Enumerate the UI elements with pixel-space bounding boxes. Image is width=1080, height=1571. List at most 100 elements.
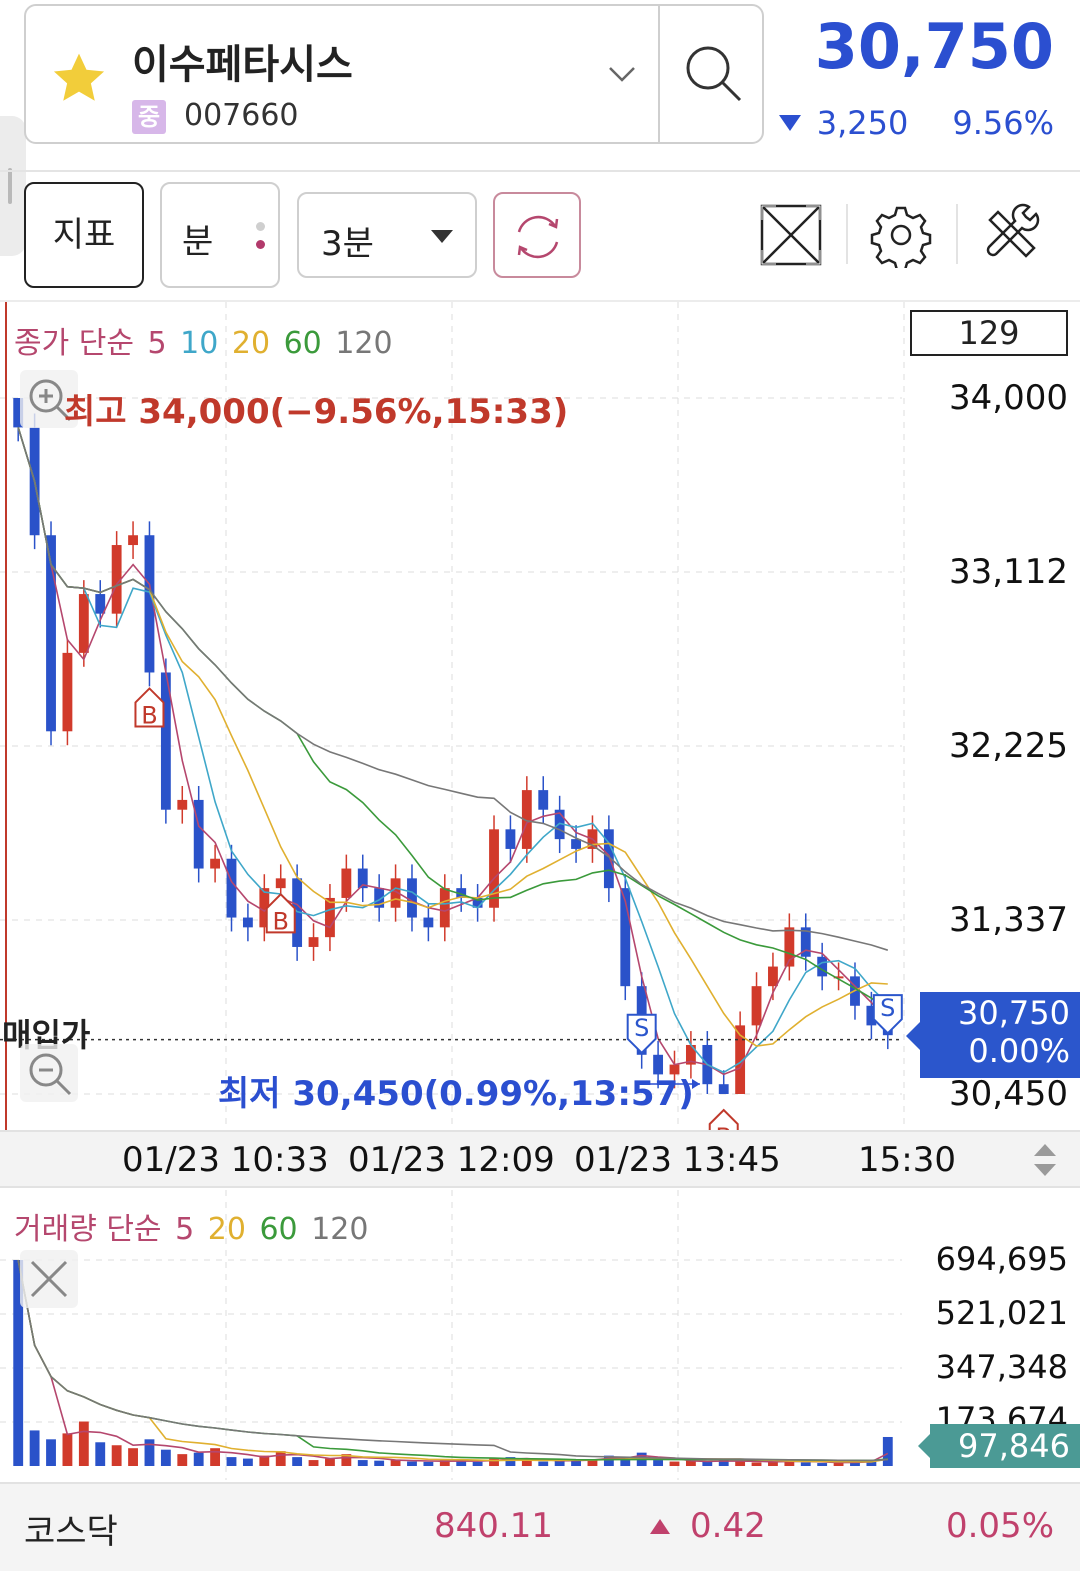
candle-body [177,799,188,810]
x-tick-label: 01/23 13:45 [574,1140,781,1180]
favorite-star-icon[interactable] [48,48,110,110]
signal-label: B [272,907,288,935]
search-button[interactable] [658,6,764,142]
volume-bar [800,1462,811,1466]
volume-bar [521,1460,532,1466]
legend-ma5: 5 [175,1212,195,1247]
legend-ma20: 20 [207,1212,246,1247]
candle-body [439,888,450,928]
divider [0,300,1080,302]
index-ticker[interactable]: 코스닥 840.11 0.42 0.05% [0,1482,1080,1571]
candle-body [718,1084,729,1094]
candle-body [800,927,811,957]
side-drawer-handle[interactable] [0,116,26,256]
change-amount: 3,250 [816,104,909,142]
period-select[interactable]: 3분 [297,192,477,278]
stock-code: 007660 [184,98,299,133]
dot-icon [256,240,265,249]
buy-signal-marker: B [134,687,165,729]
volume-bar [226,1457,237,1466]
volume-bar [128,1448,138,1466]
y-tick-label: 34,000 [949,378,1068,418]
candle-body [341,868,352,898]
close-indicator-button[interactable] [20,1250,78,1308]
volume-ma-line [17,1259,888,1463]
volume-bar [95,1442,106,1466]
candle-body [13,398,24,428]
x-axis[interactable]: 01/23 10:33 01/23 12:09 01/23 13:45 15:3… [0,1130,1080,1188]
volume-bar [144,1439,155,1466]
price-change: 3,250 9.56% [778,104,1054,142]
chevron-down-icon[interactable] [604,56,640,92]
volume-bar [407,1461,417,1466]
stock-selector[interactable]: 이수페타시스 중 007660 [24,4,764,144]
price-indicator-legend[interactable]: 종가 단순 5 10 20 60 120 [14,318,397,362]
volume-bar [29,1430,40,1466]
gear-icon[interactable] [868,202,934,268]
zoom-in-button[interactable] [20,370,78,428]
candle-body [735,1025,746,1094]
volume-indicator-legend[interactable]: 거래량 단순 5 20 60 120 [14,1204,372,1248]
volume-bar [390,1459,401,1466]
sell-signal-marker: S [626,1014,657,1055]
volume-tick-label: 521,021 [935,1294,1068,1332]
dot-icon [256,222,265,231]
volume-bar [46,1439,56,1466]
volume-bar [275,1451,286,1466]
volume-bar [850,1461,860,1466]
price-chart[interactable]: B B S B S [0,302,1080,1130]
candle-body [62,652,73,732]
volume-bar [571,1459,581,1466]
volume-bar [160,1449,171,1466]
scroll-arrows-icon[interactable] [1030,1138,1060,1182]
volume-chart[interactable] [0,1190,1080,1480]
volume-bar [78,1421,89,1466]
volume-bar [62,1433,73,1466]
candle-body [374,888,385,908]
refresh-button[interactable] [493,192,581,278]
visible-count[interactable]: 129 [910,310,1068,356]
volume-bar [653,1460,664,1466]
volume-bar [439,1460,450,1466]
separator [956,204,958,264]
candle-body [46,535,56,732]
moving-average-line [17,427,888,1047]
candle-body [160,672,171,810]
candle-body [407,878,417,918]
candle-body [193,799,204,869]
close-icon [30,1260,68,1298]
candle-body [78,594,89,653]
candle-body [128,535,138,546]
indicator-button[interactable]: 지표 [24,182,144,288]
index-name: 코스닥 [24,1512,118,1552]
tools-icon[interactable] [980,202,1046,268]
volume-bar [735,1461,746,1466]
volume-bar [210,1448,221,1466]
y-tick-label: 31,337 [949,900,1068,940]
volume-bar [554,1460,565,1466]
legend-ma120: 120 [335,326,393,361]
volume-bar [768,1461,778,1466]
unit-button[interactable]: 분 [160,182,280,288]
index-value: 840.11 [434,1506,553,1546]
buy-signal-marker: B [265,892,296,935]
signal-badge [872,994,903,1035]
divider [0,170,1080,172]
candle-body [866,1005,877,1026]
x-tick-label: 15:30 [858,1140,956,1180]
volume-bar [13,1260,24,1466]
candle-body [226,858,237,918]
candle-body [571,839,581,849]
current-price-pct: 0.00% [968,1032,1070,1070]
volume-bar [620,1458,631,1466]
fullscreen-icon[interactable] [758,202,824,268]
candle-body [817,956,828,977]
volume-tick-label: 694,695 [935,1240,1068,1278]
volume-bar [242,1458,253,1466]
y-tick-label: 30,450 [949,1074,1068,1114]
candle-body [751,986,762,1026]
zoom-out-icon [29,1053,72,1096]
zoom-out-button[interactable] [20,1044,78,1102]
current-price: 30,750 [814,10,1054,83]
candle-body [325,897,335,938]
